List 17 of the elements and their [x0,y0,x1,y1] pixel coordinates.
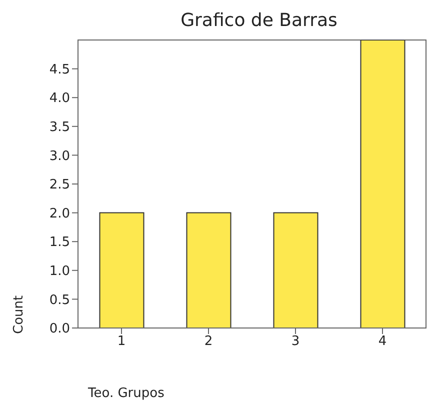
y-tick-label: 2.0 [49,206,70,222]
x-axis-title: Teo. Grupos [88,386,164,401]
y-tick-label: 4.5 [49,62,70,78]
y-tick-label: 0.5 [49,292,70,308]
x-tick-label: 4 [378,334,387,350]
y-tick-label: 2.5 [49,178,70,193]
y-tick-label: 0.0 [49,322,70,337]
y-tick-label: 4.0 [49,91,70,106]
x-tick-label: 3 [291,334,300,350]
x-tick-label: 2 [204,334,213,350]
y-tick-label: 3.5 [49,120,70,136]
chart-title: Grafico de Barras [180,10,338,31]
y-tick-label: 3.0 [49,148,70,164]
y-axis-title: Count [12,295,27,334]
y-tick-label: 1.5 [49,235,70,250]
y-tick-label: 1.0 [49,264,70,280]
x-tick-label: 1 [117,334,126,350]
